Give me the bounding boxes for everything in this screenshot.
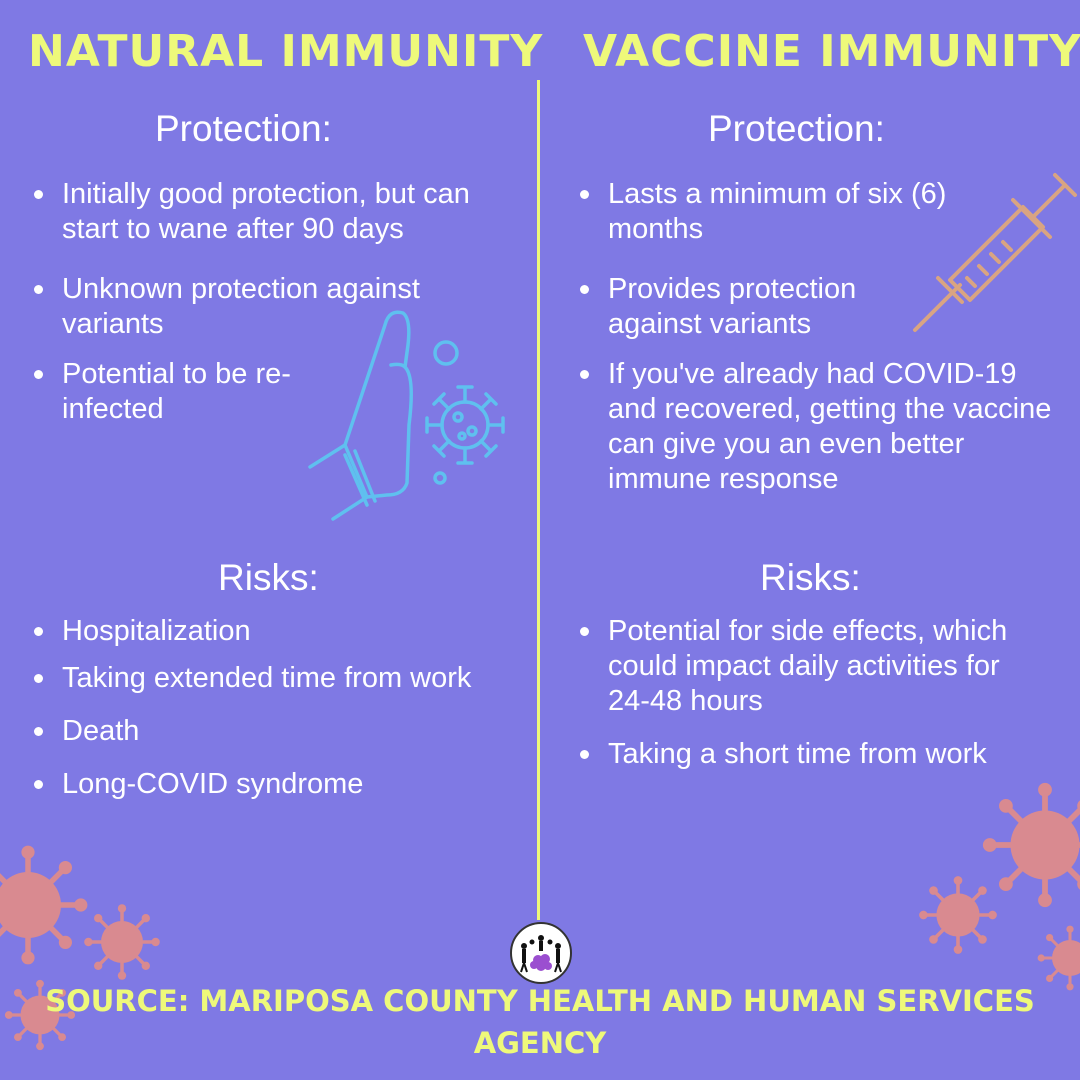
list-item: Potential to be re-infected	[30, 357, 342, 427]
list-item: If you've already had COVID-19 and recov…	[576, 357, 1071, 497]
vaccine-risks-list: Potential for side effects, which could …	[576, 614, 1071, 772]
hand-stop-icon	[308, 310, 413, 521]
natural-risks-list: Hospitalization Taking extended time fro…	[30, 614, 510, 802]
natural-protection-heading: Protection:	[155, 108, 332, 149]
list-item: Unknown protection against variants	[30, 272, 502, 342]
syringe-icon	[913, 173, 1077, 332]
list-item: Potential for side effects, which could …	[576, 614, 1028, 719]
vaccine-immunity-title: VACCINE IMMUNITY	[583, 26, 1080, 77]
list-item: Lasts a minimum of six (6) months	[576, 177, 1008, 247]
natural-immunity-title: NATURAL IMMUNITY	[28, 26, 544, 77]
column-divider	[537, 80, 540, 920]
list-item: Taking extended time from work	[30, 661, 510, 696]
list-item: Provides protection against variants	[576, 272, 898, 342]
list-item: Taking a short time from work	[576, 737, 1071, 772]
agency-logo-icon	[520, 935, 562, 973]
list-item: Initially good protection, but can start…	[30, 177, 530, 247]
virus-icon	[425, 340, 505, 485]
list-item: Death	[30, 714, 510, 749]
vaccine-protection-list: Lasts a minimum of six (6) months Provid…	[576, 177, 1071, 497]
vaccine-risks-heading: Risks:	[760, 557, 861, 598]
natural-risks-heading: Risks:	[218, 557, 319, 598]
agency-logo	[510, 922, 572, 984]
vaccine-protection-heading: Protection:	[708, 108, 885, 149]
list-item: Long-COVID syndrome	[30, 767, 510, 802]
list-item: Hospitalization	[30, 614, 510, 649]
natural-protection-list: Initially good protection, but can start…	[30, 177, 530, 427]
source-credit: SOURCE: MARIPOSA COUNTY HEALTH AND HUMAN…	[45, 984, 1035, 1060]
